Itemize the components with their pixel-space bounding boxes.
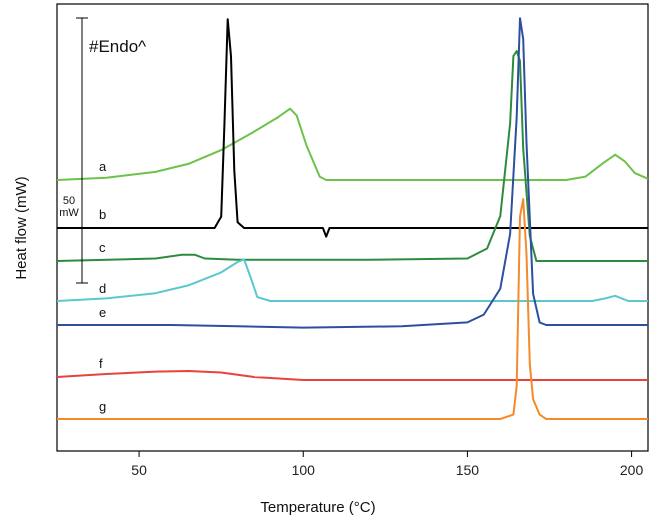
y-axis-title: Heat flow (mW) [13,176,30,279]
series-f-line [56,370,648,381]
x-tick-label-50: 50 [131,462,147,478]
series-d-label: d [99,281,106,296]
x-axis: 50 100 150 200 [131,451,643,478]
endo-annotation: #Endo^ [89,37,146,56]
series-layer [56,17,649,420]
series-a-line [56,107,649,181]
x-tick-label-200: 200 [620,462,644,478]
series-d-line [56,258,648,302]
scale-bar: 50 mW [59,17,88,284]
scale-bar-unit: mW [59,207,79,219]
x-tick-label-100: 100 [292,462,316,478]
series-a-label: a [99,159,107,174]
series-e-line [57,17,648,329]
series-e-label: e [99,305,106,320]
x-tick-label-150: 150 [456,462,480,478]
scale-bar-value: 50 [63,195,75,207]
series-b-line [57,18,648,238]
series-b-label: b [99,207,106,222]
series-g-line [57,198,648,420]
x-axis-title: Temperature (°C) [260,499,375,516]
series-f-label: f [99,356,103,371]
series-c-line [56,50,648,262]
series-g-label: g [99,399,106,414]
series-c-label: c [99,240,106,255]
curve-label-layer: a b c de f g [99,159,107,414]
